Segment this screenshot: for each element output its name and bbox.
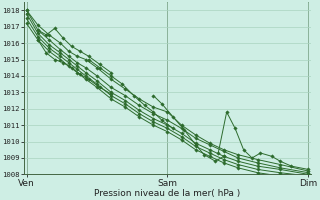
X-axis label: Pression niveau de la mer( hPa ): Pression niveau de la mer( hPa ) <box>94 189 241 198</box>
